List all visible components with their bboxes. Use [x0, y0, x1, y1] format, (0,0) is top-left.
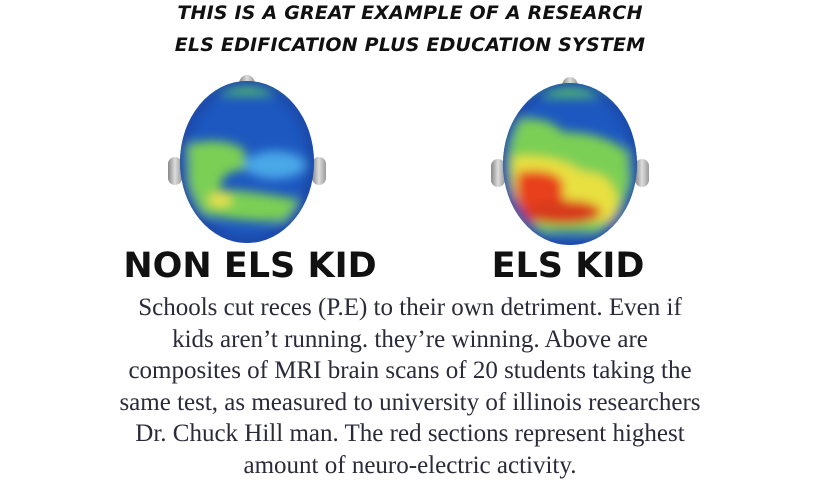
caption-line: Dr. Chuck Hill man. The red sections rep… [40, 418, 780, 450]
headline-line-1: THIS IS A GREAT EXAMPLE OF A RESEARCH [0, 2, 820, 24]
els-kid-label: ELS KID [388, 246, 748, 286]
non-els-kid-label: NON ELS KID [70, 246, 430, 286]
caption-line: Schools cut reces (P.E) to their own det… [40, 292, 780, 324]
caption-line: composites of MRI brain scans of 20 stud… [40, 355, 780, 387]
caption-line: amount of neuro-electric activity. [40, 450, 780, 481]
caption-paragraph: Schools cut reces (P.E) to their own det… [40, 292, 780, 481]
els-brain-scan-image [483, 72, 663, 252]
headline-line-2: ELS EDIFICATION PLUS EDUCATION SYSTEM [0, 34, 820, 56]
caption-line: kids aren’t running. they’re winning. Ab… [40, 324, 780, 356]
caption-line: same test, as measured to university of … [40, 387, 780, 419]
non-els-brain-scan-image [160, 70, 340, 250]
